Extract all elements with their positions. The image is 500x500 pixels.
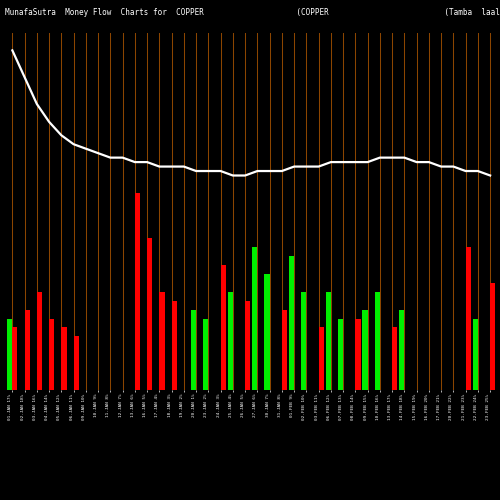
Bar [356,318,360,390]
Bar [160,292,164,390]
Bar [326,292,331,390]
Bar [338,318,343,390]
Bar [264,274,270,390]
Bar [252,247,258,390]
Bar [74,336,79,390]
Bar [473,318,478,390]
Bar [7,318,12,390]
Bar [24,310,29,390]
Bar [362,310,368,390]
Bar [62,328,66,390]
Bar [228,292,233,390]
Bar [172,300,177,390]
Text: MunafaSutra  Money Flow  Charts for  COPPER                    (COPPER          : MunafaSutra Money Flow Charts for COPPER… [5,8,500,17]
Bar [245,300,250,390]
Bar [399,310,404,390]
Bar [374,292,380,390]
Bar [147,238,152,390]
Bar [392,328,398,390]
Bar [37,292,42,390]
Bar [220,265,226,390]
Bar [191,310,196,390]
Bar [135,194,140,390]
Bar [289,256,294,390]
Bar [12,328,18,390]
Bar [203,318,208,390]
Bar [318,328,324,390]
Bar [490,283,496,390]
Bar [282,310,287,390]
Bar [49,318,54,390]
Bar [466,247,471,390]
Bar [301,292,306,390]
